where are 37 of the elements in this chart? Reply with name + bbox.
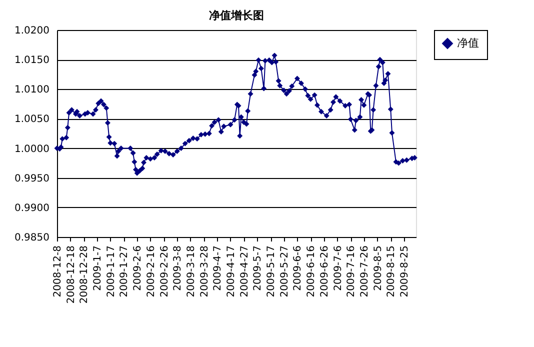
y-tick-label: 1.0100 xyxy=(14,84,50,96)
x-tick-label: 2009-2-6 xyxy=(132,246,144,291)
x-tick-label: 2009-1-27 xyxy=(119,246,130,298)
x-tick-label: 2008-12-8 xyxy=(52,246,64,298)
x-tick-label: 2009-4-27 xyxy=(239,246,250,298)
x-tick-label: 2009-5-27 xyxy=(279,246,290,298)
y-tick-label: 1.0000 xyxy=(14,144,50,155)
x-tick-label: 2009-7-16 xyxy=(346,246,358,298)
x-tick-label: 2008-12-18 xyxy=(66,246,77,304)
x-tick-label: 2009-2-26 xyxy=(159,246,170,298)
x-tick-label: 2009-3-18 xyxy=(186,246,197,298)
chart-title: 净值增长图 xyxy=(209,9,264,22)
x-tick-label: 2009-3-8 xyxy=(172,246,184,291)
x-tick-label: 2009-1-7 xyxy=(92,246,104,291)
x-tick-label: 2009-6-16 xyxy=(306,246,318,298)
x-tick-label: 2009-4-7 xyxy=(212,246,224,291)
x-tick-label: 2009-3-28 xyxy=(199,246,210,298)
x-tick-label: 2009-5-7 xyxy=(252,246,264,291)
legend-label: 净值 xyxy=(457,36,479,50)
y-tick-label: 0.9850 xyxy=(14,232,50,244)
x-tick-label: 2009-7-6 xyxy=(332,246,344,291)
y-tick-label: 0.9950 xyxy=(14,173,50,184)
x-tick-label: 2009-4-17 xyxy=(226,246,237,298)
y-tick-label: 1.0200 xyxy=(14,26,50,36)
x-tick-label: 2008-12-28 xyxy=(79,246,90,304)
x-tick-label: 2009-6-6 xyxy=(292,246,304,291)
x-tick-label: 2009-8-15 xyxy=(386,246,398,298)
y-tick-label: 1.0150 xyxy=(14,55,50,66)
x-tick-label: 2009-2-16 xyxy=(146,246,157,298)
x-tick-label: 2009-8-5 xyxy=(372,246,384,291)
y-tick-label: 1.0050 xyxy=(14,114,50,126)
x-tick-label: 2009-6-26 xyxy=(319,246,330,298)
x-tick-label: 2009-8-25 xyxy=(399,246,410,298)
y-tick-label: 0.9900 xyxy=(14,202,50,214)
x-tick-label: 2009-1-17 xyxy=(106,246,117,298)
x-tick-label: 2009-5-17 xyxy=(266,246,278,298)
x-tick-label: 2009-7-26 xyxy=(359,246,370,298)
